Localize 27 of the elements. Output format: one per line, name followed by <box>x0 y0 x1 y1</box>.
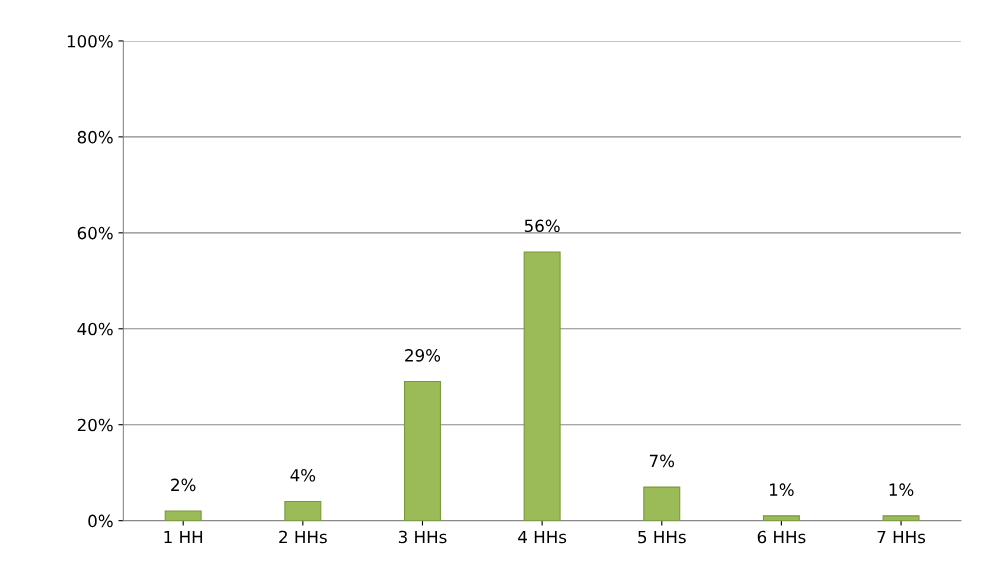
bar <box>643 486 681 521</box>
y-tick-label: 100% <box>67 34 113 48</box>
data-label: 29% <box>405 349 441 362</box>
bar <box>882 515 920 521</box>
y-tick-label: 60% <box>77 226 113 240</box>
y-tick-label: 80% <box>77 130 113 144</box>
x-tick-label: 6 HHs <box>757 530 806 544</box>
data-label: 4% <box>290 468 316 482</box>
data-label: 2% <box>171 478 196 492</box>
x-tick-label: 4 HHs <box>518 530 567 544</box>
x-tick-label: 3 HHs <box>398 530 447 544</box>
bar <box>164 510 202 521</box>
data-label: 56% <box>524 219 560 233</box>
x-tick-label: 5 HHs <box>638 530 686 544</box>
y-tick-label: 0% <box>88 514 113 528</box>
y-tick-label: 40% <box>77 322 113 336</box>
bar <box>523 251 561 521</box>
data-label: 1% <box>889 483 914 496</box>
bar <box>403 380 441 521</box>
x-tick-label: 7 HHs <box>877 530 926 544</box>
y-tick-label: 20% <box>77 418 113 432</box>
data-label: 7% <box>649 454 675 468</box>
x-tick-label: 1 HH <box>164 530 203 544</box>
data-label: 1% <box>770 483 794 496</box>
bar <box>762 515 800 521</box>
bar <box>284 500 322 521</box>
x-tick-label: 2 HHs <box>279 530 327 544</box>
